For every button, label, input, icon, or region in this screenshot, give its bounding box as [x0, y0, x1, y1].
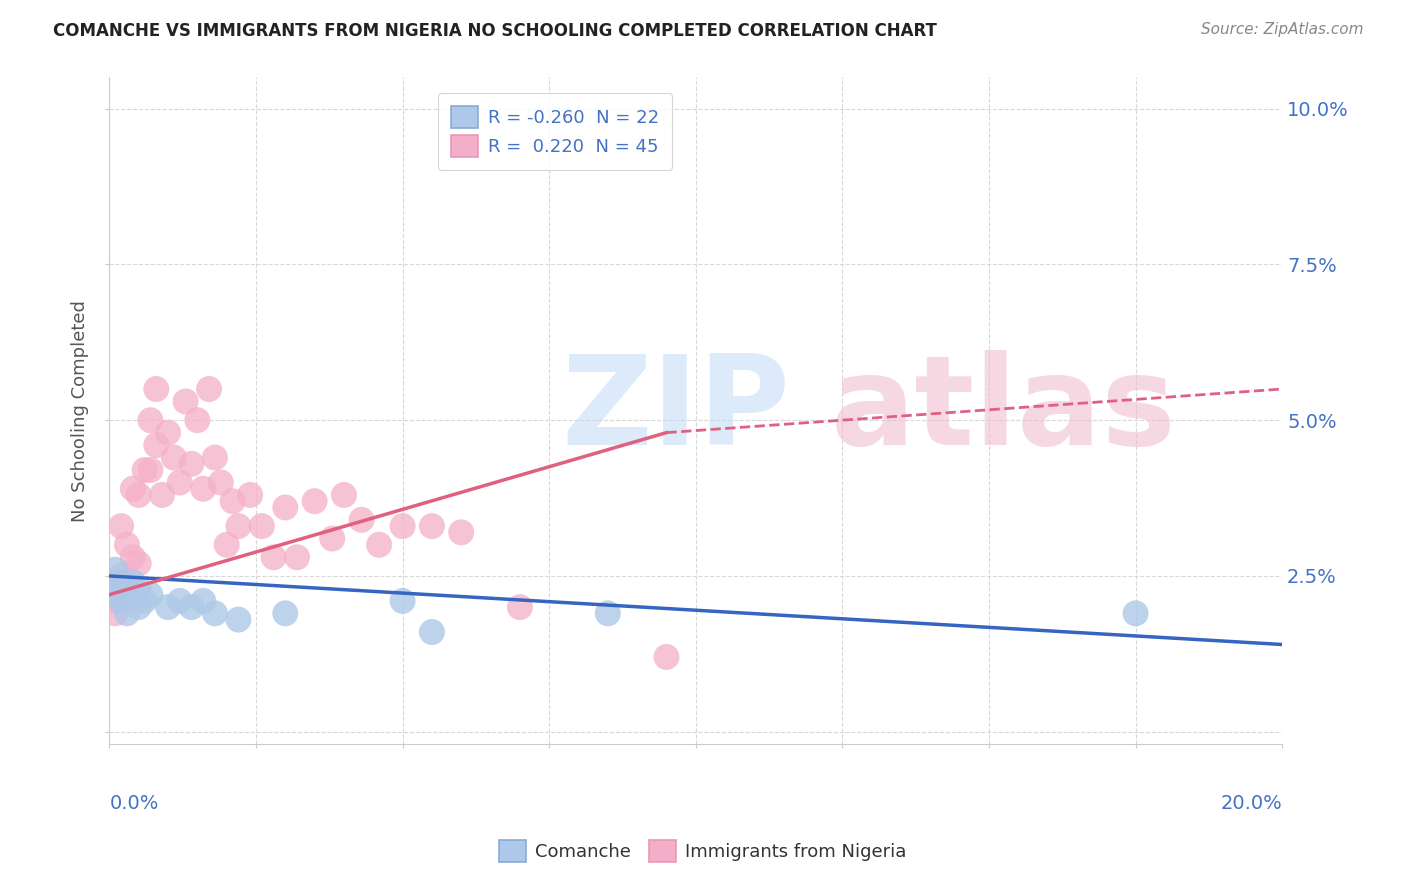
- Point: [150, 488, 173, 502]
- Point: [104, 563, 127, 577]
- Point: [104, 588, 127, 602]
- Point: [215, 538, 238, 552]
- Point: [157, 600, 180, 615]
- Point: [204, 450, 226, 465]
- Text: COMANCHE VS IMMIGRANTS FROM NIGERIA NO SCHOOLING COMPLETED CORRELATION CHART: COMANCHE VS IMMIGRANTS FROM NIGERIA NO S…: [53, 22, 938, 40]
- Point: [228, 613, 250, 627]
- Point: [274, 607, 297, 621]
- Point: [134, 463, 156, 477]
- Point: [121, 550, 143, 565]
- Point: [193, 594, 215, 608]
- Point: [180, 457, 202, 471]
- Text: Source: ZipAtlas.com: Source: ZipAtlas.com: [1201, 22, 1364, 37]
- Point: [115, 575, 138, 590]
- Point: [139, 413, 162, 427]
- Point: [1125, 607, 1147, 621]
- Point: [128, 488, 150, 502]
- Point: [104, 575, 127, 590]
- Point: [121, 482, 143, 496]
- Point: [115, 607, 138, 621]
- Point: [239, 488, 262, 502]
- Point: [333, 488, 356, 502]
- Point: [110, 519, 132, 533]
- Point: [163, 450, 186, 465]
- Point: [193, 482, 215, 496]
- Point: [169, 594, 191, 608]
- Point: [204, 607, 226, 621]
- Point: [174, 394, 197, 409]
- Point: [509, 600, 531, 615]
- Point: [180, 600, 202, 615]
- Point: [145, 382, 167, 396]
- Point: [198, 382, 221, 396]
- Point: [391, 594, 413, 608]
- Text: 20.0%: 20.0%: [1220, 794, 1282, 814]
- Point: [221, 494, 243, 508]
- Point: [157, 425, 180, 440]
- Point: [250, 519, 273, 533]
- Point: [274, 500, 297, 515]
- Point: [128, 557, 150, 571]
- Point: [391, 519, 413, 533]
- Point: [655, 650, 678, 665]
- Point: [134, 594, 156, 608]
- Point: [321, 532, 343, 546]
- Point: [420, 625, 443, 640]
- Point: [450, 525, 472, 540]
- Point: [285, 550, 308, 565]
- Y-axis label: No Schooling Completed: No Schooling Completed: [72, 300, 89, 522]
- Point: [139, 588, 162, 602]
- Point: [263, 550, 285, 565]
- Legend: Comanche, Immigrants from Nigeria: Comanche, Immigrants from Nigeria: [492, 833, 914, 870]
- Point: [139, 463, 162, 477]
- Point: [115, 582, 138, 596]
- Point: [304, 494, 326, 508]
- Text: 0.0%: 0.0%: [110, 794, 159, 814]
- Point: [121, 575, 143, 590]
- Point: [110, 594, 132, 608]
- Text: ZIP: ZIP: [561, 351, 790, 471]
- Point: [104, 607, 127, 621]
- Legend: R = -0.260  N = 22, R =  0.220  N = 45: R = -0.260 N = 22, R = 0.220 N = 45: [437, 93, 672, 169]
- Point: [104, 594, 127, 608]
- Point: [186, 413, 208, 427]
- Point: [115, 538, 138, 552]
- Point: [110, 575, 132, 590]
- Text: atlas: atlas: [831, 351, 1177, 471]
- Point: [596, 607, 619, 621]
- Point: [368, 538, 391, 552]
- Point: [110, 569, 132, 583]
- Point: [145, 438, 167, 452]
- Point: [128, 582, 150, 596]
- Point: [169, 475, 191, 490]
- Point: [128, 600, 150, 615]
- Point: [228, 519, 250, 533]
- Point: [350, 513, 373, 527]
- Point: [209, 475, 232, 490]
- Point: [420, 519, 443, 533]
